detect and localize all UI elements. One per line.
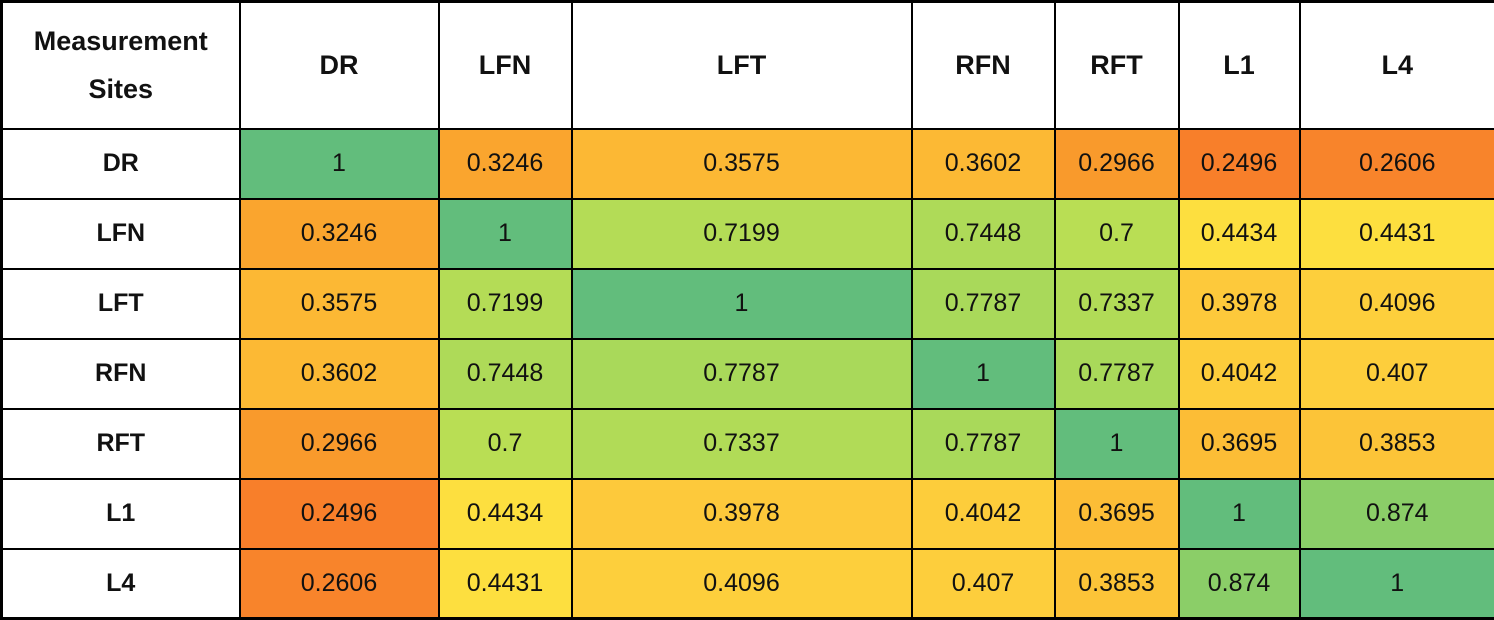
row-header-LFT: LFT xyxy=(0,267,241,340)
row-header-LFN: LFN xyxy=(0,197,241,270)
table-row-RFT: RFT 0.2966 0.7 0.7337 0.7787 1 0.3695 0.3853 xyxy=(0,407,1494,480)
column-header-RFT: RFT xyxy=(1053,0,1180,130)
cell-DR-LFN: 0.3246 xyxy=(437,127,573,200)
cell-RFN-LFT: 0.7787 xyxy=(570,337,913,410)
row-header-RFN: RFN xyxy=(0,337,241,410)
cell-L4-LFT: 0.4096 xyxy=(570,547,913,620)
cell-DR-L1: 0.2496 xyxy=(1177,127,1301,200)
cell-LFT-LFN: 0.7199 xyxy=(437,267,573,340)
cell-LFT-LFT: 1 xyxy=(570,267,913,340)
table-row-RFN: RFN 0.3602 0.7448 0.7787 1 0.7787 0.4042 0.407 xyxy=(0,337,1494,410)
cell-L1-DR: 0.2496 xyxy=(238,477,440,550)
cell-DR-RFT: 0.2966 xyxy=(1053,127,1180,200)
corner-header-line1: Measurement xyxy=(33,25,208,56)
column-header-DR: DR xyxy=(238,0,440,130)
cell-RFT-L1: 0.3695 xyxy=(1177,407,1301,480)
cell-RFT-LFN: 0.7 xyxy=(437,407,573,480)
table-row-LFN: LFN 0.3246 1 0.7199 0.7448 0.7 0.4434 0.4431 xyxy=(0,197,1494,270)
cell-L1-L4: 0.874 xyxy=(1298,477,1494,550)
cell-DR-L4: 0.2606 xyxy=(1298,127,1494,200)
cell-LFN-LFT: 0.7199 xyxy=(570,197,913,270)
cell-L1-RFN: 0.4042 xyxy=(910,477,1056,550)
table-row-DR: DR 1 0.3246 0.3575 0.3602 0.2966 0.2496 0.2606 xyxy=(0,127,1494,200)
cell-LFT-L4: 0.4096 xyxy=(1298,267,1494,340)
cell-RFT-RFN: 0.7787 xyxy=(910,407,1056,480)
cell-L4-DR: 0.2606 xyxy=(238,547,440,620)
cell-L4-L4: 1 xyxy=(1298,547,1494,620)
cell-LFT-DR: 0.3575 xyxy=(238,267,440,340)
cell-LFT-RFN: 0.7787 xyxy=(910,267,1056,340)
cell-LFN-RFT: 0.7 xyxy=(1053,197,1180,270)
cell-RFT-LFT: 0.7337 xyxy=(570,407,913,480)
column-header-L4: L4 xyxy=(1298,0,1494,130)
row-header-L4: L4 xyxy=(0,547,241,620)
column-header-LFN: LFN xyxy=(437,0,573,130)
cell-RFN-LFN: 0.7448 xyxy=(437,337,573,410)
cell-L4-LFN: 0.4431 xyxy=(437,547,573,620)
cell-L1-L1: 1 xyxy=(1177,477,1301,550)
cell-RFN-RFT: 0.7787 xyxy=(1053,337,1180,410)
row-header-L1: L1 xyxy=(0,477,241,550)
header-row: Measurement Sites DR LFN LFT RFN RFT L1 L4 xyxy=(0,0,1494,130)
cell-LFN-DR: 0.3246 xyxy=(238,197,440,270)
cell-RFT-L4: 0.3853 xyxy=(1298,407,1494,480)
cell-DR-LFT: 0.3575 xyxy=(570,127,913,200)
cell-RFN-RFN: 1 xyxy=(910,337,1056,410)
cell-L4-L1: 0.874 xyxy=(1177,547,1301,620)
corner-header-text: Measurement Sites xyxy=(4,7,238,123)
column-header-RFN: RFN xyxy=(910,0,1056,130)
cell-LFN-LFN: 1 xyxy=(437,197,573,270)
cell-LFN-RFN: 0.7448 xyxy=(910,197,1056,270)
cell-LFN-L1: 0.4434 xyxy=(1177,197,1301,270)
corner-header-line2: Sites xyxy=(88,73,154,104)
cell-L4-RFN: 0.407 xyxy=(910,547,1056,620)
cell-RFN-DR: 0.3602 xyxy=(238,337,440,410)
column-header-L1: L1 xyxy=(1177,0,1301,130)
table-row-LFT: LFT 0.3575 0.7199 1 0.7787 0.7337 0.3978 0.4096 xyxy=(0,267,1494,340)
column-header-LFT: LFT xyxy=(570,0,913,130)
cell-LFN-L4: 0.4431 xyxy=(1298,197,1494,270)
cell-RFN-L1: 0.4042 xyxy=(1177,337,1301,410)
cell-RFT-RFT: 1 xyxy=(1053,407,1180,480)
row-header-RFT: RFT xyxy=(0,407,241,480)
cell-L1-LFN: 0.4434 xyxy=(437,477,573,550)
corner-header: Measurement Sites xyxy=(0,0,241,130)
cell-L4-RFT: 0.3853 xyxy=(1053,547,1180,620)
cell-RFT-DR: 0.2966 xyxy=(238,407,440,480)
table-row-L4: L4 0.2606 0.4431 0.4096 0.407 0.3853 0.874 1 xyxy=(0,547,1494,620)
cell-L1-LFT: 0.3978 xyxy=(570,477,913,550)
cell-LFT-L1: 0.3978 xyxy=(1177,267,1301,340)
cell-L1-RFT: 0.3695 xyxy=(1053,477,1180,550)
row-header-DR: DR xyxy=(0,127,241,200)
cell-DR-DR: 1 xyxy=(238,127,440,200)
cell-DR-RFN: 0.3602 xyxy=(910,127,1056,200)
cell-LFT-RFT: 0.7337 xyxy=(1053,267,1180,340)
cell-RFN-L4: 0.407 xyxy=(1298,337,1494,410)
table-row-L1: L1 0.2496 0.4434 0.3978 0.4042 0.3695 1 0.874 xyxy=(0,477,1494,550)
